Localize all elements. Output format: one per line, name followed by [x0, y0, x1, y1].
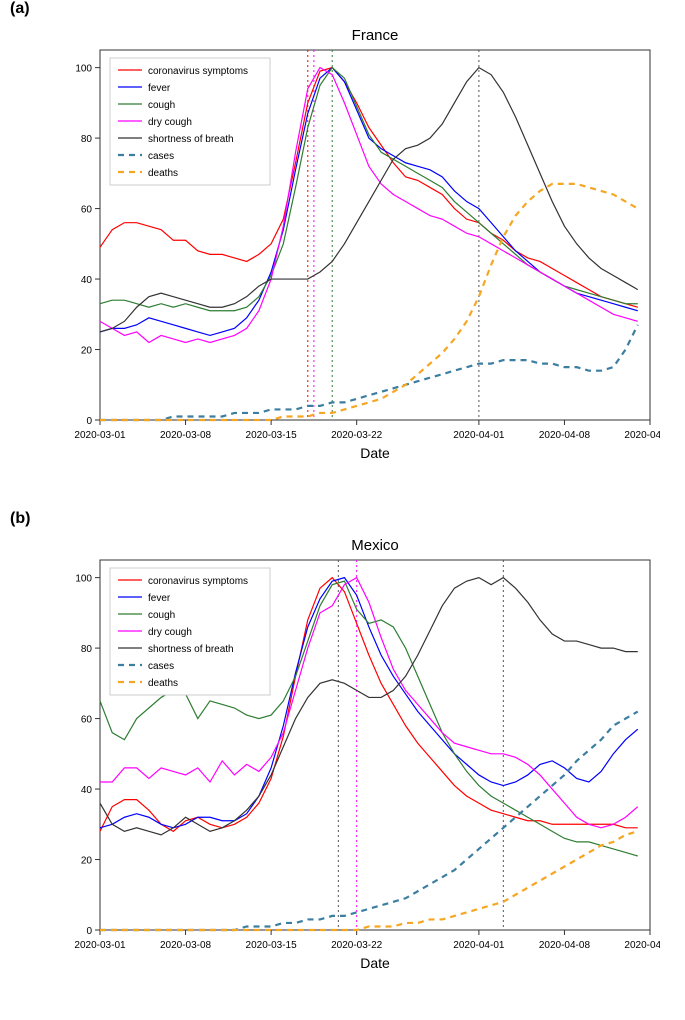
series-line [100, 325, 638, 420]
y-tick-label: 80 [81, 134, 93, 145]
chart-svg: France 0 20 40 60 80 100 2020-03-01 2020-03-08 20… [20, 0, 660, 470]
x-tick-label: 2020-03-15 [246, 940, 298, 951]
x-tick-label: 2020-04-01 [453, 940, 505, 951]
y-tick-label: 0 [86, 416, 92, 427]
legend-label: cough [148, 610, 175, 621]
y-tick-label: 100 [75, 574, 92, 585]
x-axis-label: Date [360, 445, 390, 461]
chart-panel: (b)Mexico0204060801002020-03-012020-03-0… [20, 510, 660, 980]
legend-label: shortness of breath [148, 644, 234, 655]
legend-label: shortness of breath [148, 134, 234, 145]
chart-title: Mexico [351, 537, 399, 554]
y-tick-label: 20 [81, 856, 93, 867]
x-tick-label: 2020-03-22 [331, 430, 383, 441]
x-tick-label: 2020-04-08 [539, 940, 591, 951]
y-tick-label: 100 [75, 64, 92, 75]
series-line [100, 831, 638, 930]
x-tick-label: 2020-04-15 [624, 430, 660, 441]
chart-panel: (a)France0204060801002020-03-012020-03-0… [20, 0, 660, 470]
x-tick-label: 2020-03-08 [160, 430, 212, 441]
chart-title: France [352, 27, 399, 44]
legend-label: cases [148, 151, 174, 162]
legend-label: fever [148, 83, 171, 94]
x-tick-label: 2020-03-15 [246, 430, 298, 441]
x-tick-label: 2020-04-08 [539, 430, 591, 441]
x-tick-label: 2020-03-01 [74, 430, 126, 441]
chart-svg: Mexico 0 20 40 60 80 100 2020-03-01 2020-03-08 20… [20, 510, 660, 980]
x-tick-label: 2020-04-15 [624, 940, 660, 951]
y-tick-label: 60 [81, 715, 93, 726]
legend-label: cough [148, 100, 175, 111]
series-line [100, 184, 638, 420]
legend-label: fever [148, 593, 171, 604]
y-tick-label: 60 [81, 205, 93, 216]
y-tick-label: 40 [81, 275, 93, 286]
legend-label: deaths [148, 678, 178, 689]
y-tick-label: 40 [81, 785, 93, 796]
y-tick-label: 20 [81, 346, 93, 357]
panel-label: (b) [10, 510, 30, 528]
legend-label: coronavirus symptoms [148, 66, 248, 77]
x-tick-label: 2020-03-22 [331, 940, 383, 951]
x-tick-label: 2020-04-01 [453, 430, 505, 441]
panel-label: (a) [10, 0, 30, 18]
x-axis-label: Date [360, 955, 390, 971]
legend-label: cases [148, 661, 174, 672]
legend-label: dry cough [148, 117, 192, 128]
x-tick-label: 2020-03-01 [74, 940, 126, 951]
y-tick-label: 0 [86, 926, 92, 937]
legend-label: deaths [148, 168, 178, 179]
legend-label: coronavirus symptoms [148, 576, 248, 587]
legend-label: dry cough [148, 627, 192, 638]
y-tick-label: 80 [81, 644, 93, 655]
x-tick-label: 2020-03-08 [160, 940, 212, 951]
